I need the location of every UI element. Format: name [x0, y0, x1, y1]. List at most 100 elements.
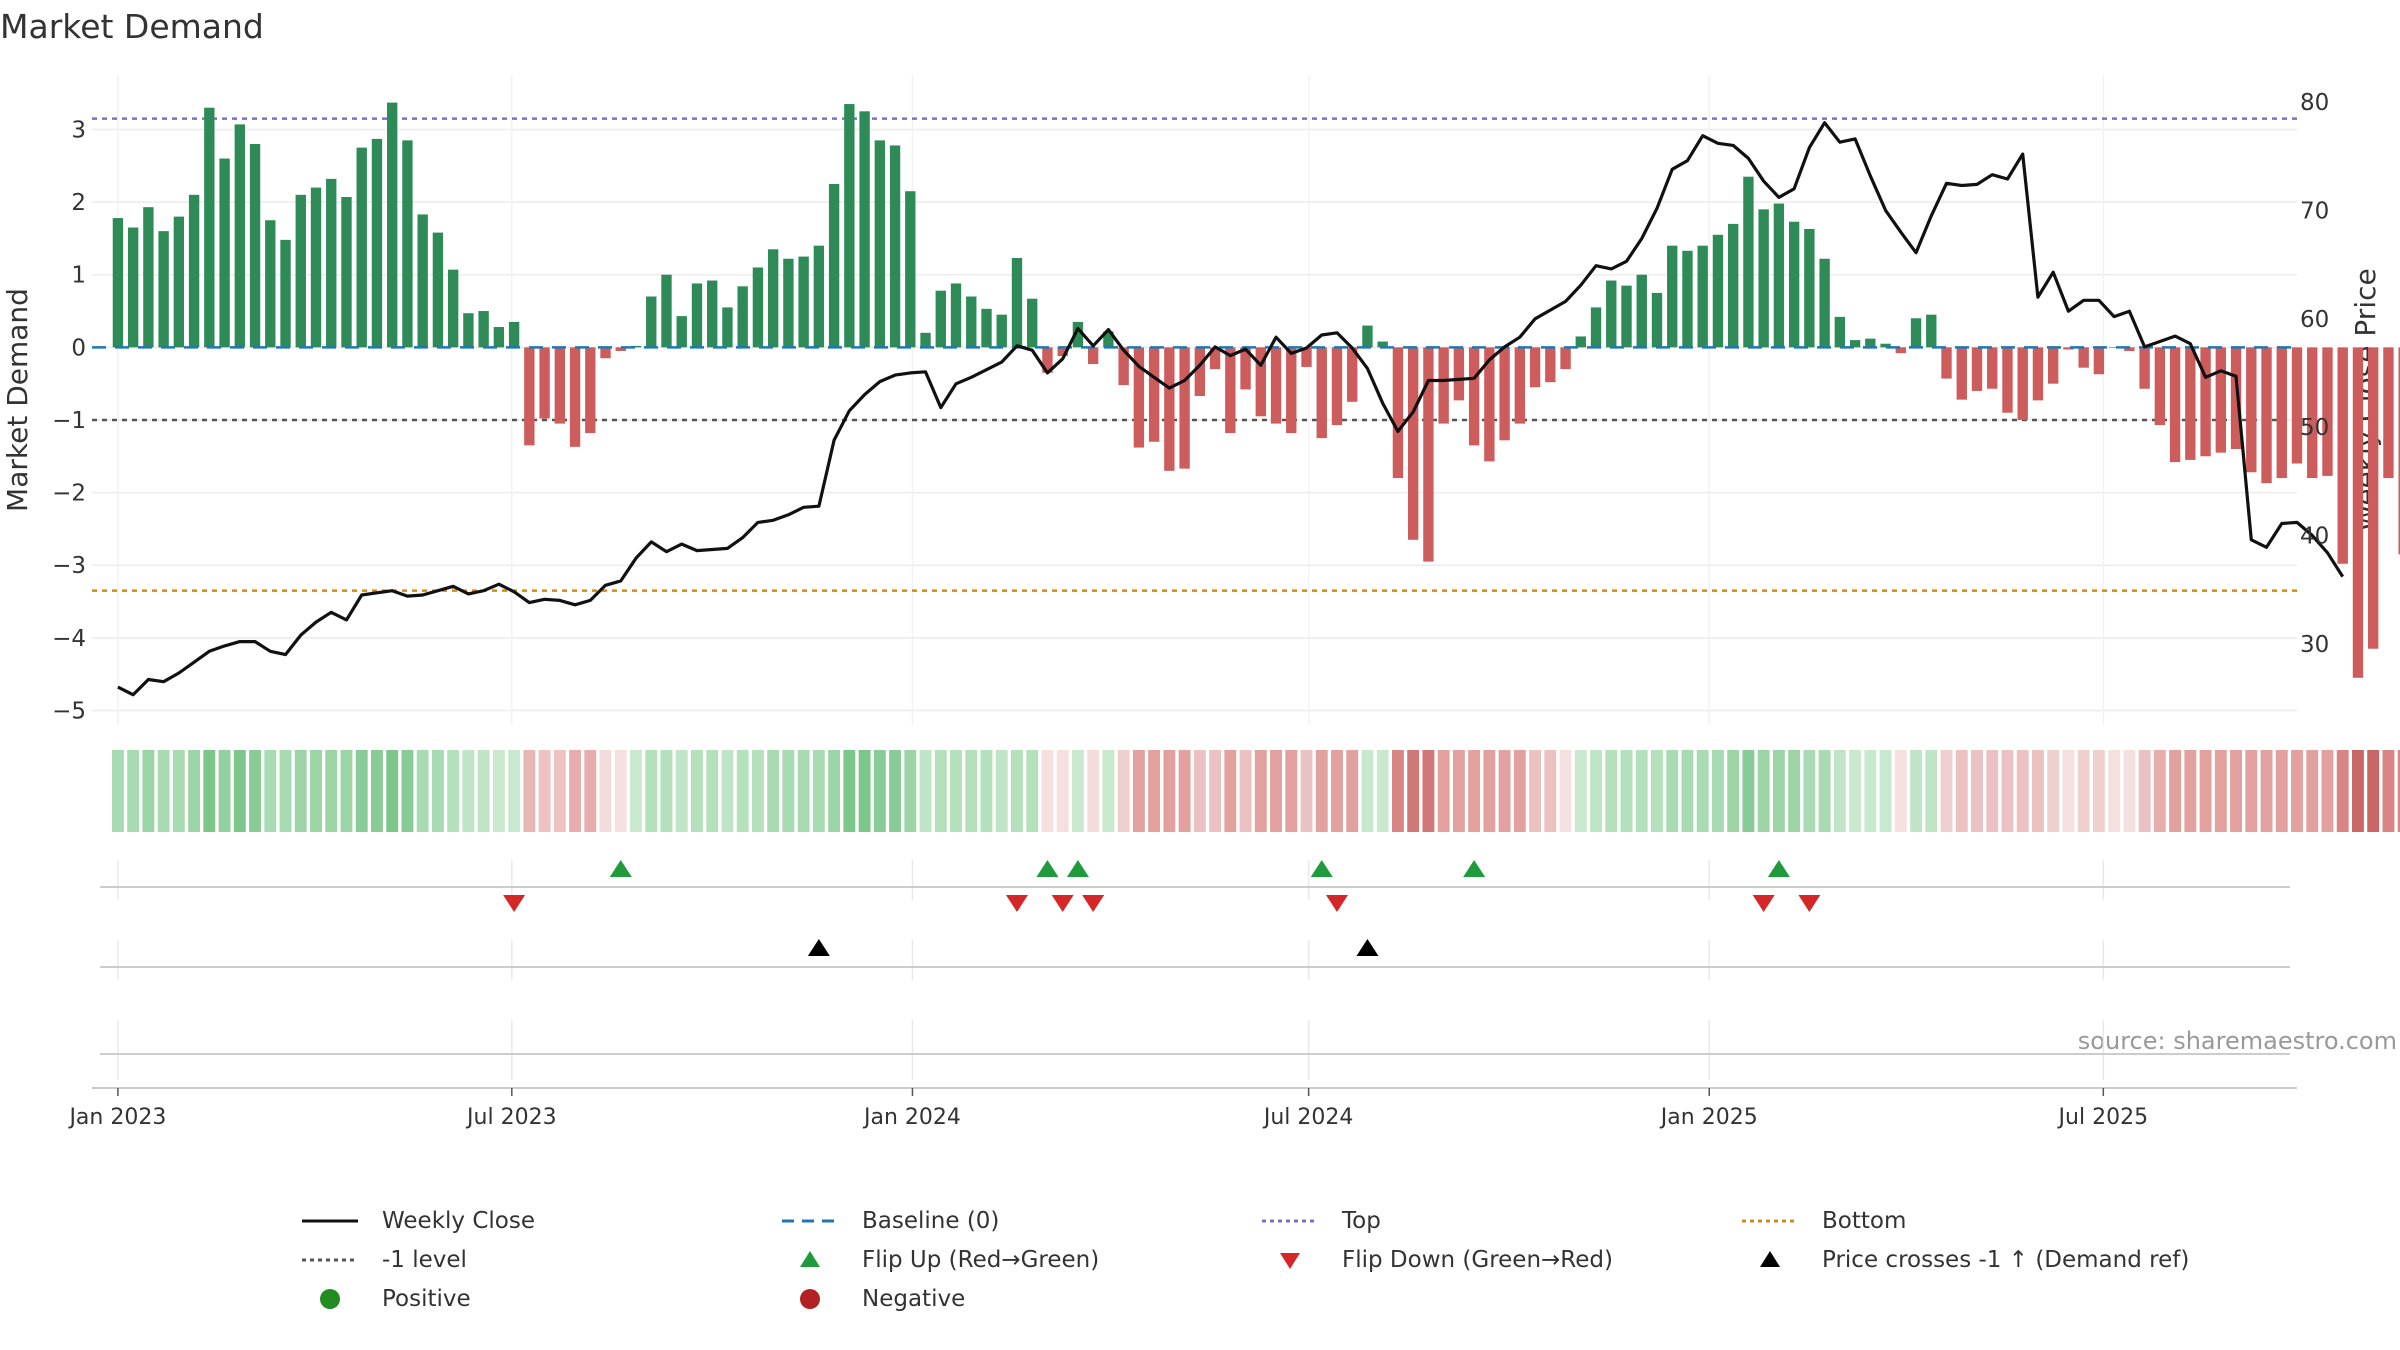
- heat-cell: [1132, 750, 1145, 832]
- demand-bar: [844, 104, 855, 348]
- heat-cell: [919, 750, 932, 832]
- heat-cell: [1681, 750, 1694, 832]
- heat-cell: [2092, 750, 2105, 832]
- heat-cell: [2245, 750, 2258, 832]
- demand-bar: [1377, 341, 1388, 348]
- flip-up-marker: [1310, 860, 1333, 877]
- heat-cell: [1574, 750, 1587, 832]
- demand-bar: [1590, 307, 1602, 348]
- y-left-tick-label: −1: [52, 408, 86, 434]
- demand-bar: [1453, 347, 1465, 401]
- flip-up-marker: [609, 860, 632, 877]
- demand-bar: [783, 258, 794, 348]
- demand-bar: [1468, 347, 1480, 446]
- demand-bar: [676, 316, 687, 348]
- demand-bar: [1651, 292, 1663, 348]
- heat-cell: [1224, 750, 1237, 832]
- demand-bar: [1727, 223, 1739, 348]
- heat-cell: [553, 750, 566, 832]
- legend-flip-up-label: Flip Up (Red→Green): [862, 1247, 1100, 1273]
- heat-cell: [1148, 750, 1161, 832]
- flip-down-marker: [1051, 895, 1074, 912]
- heat-cell: [294, 750, 307, 832]
- demand-bar: [2169, 347, 2181, 463]
- price-cross-marker: [807, 939, 830, 956]
- heat-cell: [371, 750, 383, 832]
- demand-bar: [1529, 347, 1541, 388]
- heat-cell: [310, 750, 322, 832]
- heat-cell: [1803, 750, 1816, 832]
- heat-cell: [950, 750, 962, 832]
- demand-bar: [1407, 347, 1419, 540]
- heat-cell: [599, 750, 612, 832]
- heat-cell: [1711, 750, 1724, 832]
- legend-top-label: Top: [1342, 1208, 1381, 1234]
- heat-cell: [1117, 750, 1130, 832]
- demand-bar: [1545, 347, 1556, 383]
- heat-cell: [1422, 750, 1435, 832]
- heat-cell: [904, 750, 917, 832]
- y-right-tick-label: 60: [2300, 307, 2329, 333]
- weekly-close-path: [117, 121, 2345, 697]
- demand-bar: [2154, 347, 2166, 426]
- heat-cell: [1788, 750, 1801, 832]
- legend-minus-one: -1 level: [300, 1247, 467, 1273]
- demand-bar: [1941, 347, 1952, 379]
- heat-cell: [1894, 750, 1907, 832]
- heat-cell: [843, 750, 856, 832]
- heat-cell: [1620, 750, 1633, 832]
- demand-bar: [356, 147, 367, 348]
- demand-bar: [2215, 347, 2226, 453]
- demand-bar: [173, 216, 185, 348]
- heat-cell: [965, 750, 978, 832]
- demand-bar: [463, 313, 474, 348]
- heat-cell: [1239, 750, 1252, 832]
- heat-cell: [1833, 750, 1846, 832]
- demand-bar: [707, 280, 718, 348]
- weekly-close-line: [117, 121, 2345, 697]
- y-right-tick-label: 30: [2300, 632, 2329, 658]
- demand-bar: [630, 345, 642, 348]
- demand-bar: [1087, 347, 1099, 365]
- demand-bar: [204, 107, 215, 348]
- demand-bar: [2063, 347, 2074, 350]
- demand-bar: [2307, 347, 2318, 479]
- demand-bar: [2048, 347, 2059, 384]
- demand-bar: [1423, 347, 1434, 562]
- demand-bar: [935, 290, 946, 348]
- demand-bar: [1956, 347, 1967, 400]
- heat-cell: [614, 750, 627, 832]
- demand-bar: [265, 220, 276, 348]
- demand-bar: [1682, 250, 1693, 348]
- demand-bar: [767, 249, 779, 348]
- demand-bar: [981, 308, 992, 348]
- heat-cell: [1270, 750, 1282, 832]
- demand-bar: [554, 347, 566, 424]
- heat-cell: [401, 750, 414, 832]
- heat-cell: [1178, 750, 1191, 832]
- legend-price-cross-label: Price crosses -1 ↑ (Demand ref): [1822, 1247, 2190, 1273]
- heat-cell: [630, 750, 642, 832]
- heat-cell: [538, 750, 551, 832]
- y-left-tick-label: −3: [52, 553, 86, 579]
- demand-bar: [1057, 347, 1068, 357]
- heat-cell: [995, 750, 1008, 832]
- heat-cell: [1590, 750, 1602, 832]
- legend-negative: Negative: [780, 1286, 965, 1312]
- heat-cell: [2230, 750, 2242, 832]
- heat-cell: [2397, 750, 2400, 832]
- heat-cell: [1559, 750, 1572, 832]
- demand-bar: [691, 283, 703, 348]
- heat-cell: [2306, 750, 2319, 832]
- demand-bar: [1331, 347, 1343, 426]
- heat-cell: [431, 750, 444, 832]
- demand-bar: [1849, 340, 1861, 348]
- legend-minus-one-label: -1 level: [382, 1247, 467, 1273]
- demand-bar: [1743, 176, 1754, 348]
- heat-cell: [218, 750, 231, 832]
- heat-cell: [1315, 750, 1328, 832]
- heat-cell: [1087, 750, 1100, 832]
- flip-down-marker: [1752, 895, 1775, 912]
- demand-bar: [2017, 347, 2028, 420]
- y-left-tick-label: 1: [71, 263, 86, 289]
